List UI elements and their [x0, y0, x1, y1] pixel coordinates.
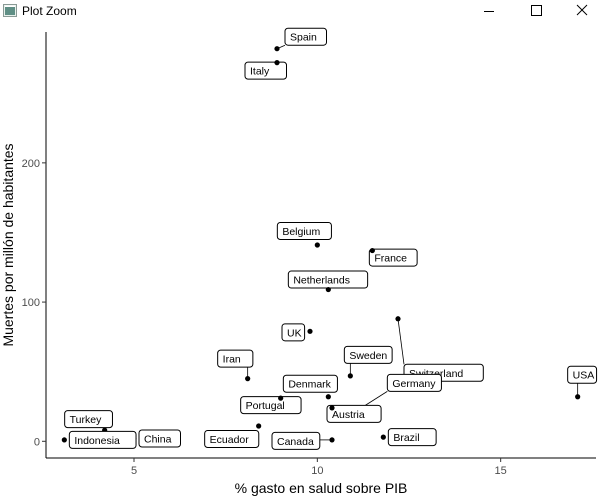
data-point-canada [329, 437, 335, 443]
data-point-austria [329, 405, 335, 411]
label-box-austria [326, 404, 382, 423]
data-point-denmark [325, 394, 331, 400]
label-box-denmark [282, 374, 338, 393]
data-point-portugal [278, 395, 284, 401]
label-box-belgium [276, 222, 332, 240]
label-box-france [368, 248, 418, 267]
point-label-france: France [374, 253, 407, 265]
point-label-spain: Spain [290, 32, 317, 44]
point-label-belgium: Belgium [282, 226, 320, 238]
x-tick-label: 15 [495, 465, 507, 477]
point-label-portugal: Portugal [246, 400, 285, 412]
point-label-austria: Austria [332, 409, 365, 421]
label-box-china [138, 429, 181, 448]
label-box-turkey [64, 410, 113, 429]
data-point-ecuador [256, 423, 262, 429]
point-label-canada: Canada [277, 436, 314, 448]
data-point-switzerland [395, 316, 401, 322]
label-box-sweden [343, 345, 393, 364]
point-label-germany: Germany [392, 378, 436, 390]
x-axis-title: % gasto en salud sobre PIB [235, 480, 408, 496]
point-label-uk: UK [287, 327, 302, 339]
point-label-china: China [144, 434, 172, 446]
label-box-ecuador [204, 429, 260, 448]
title-bar: Plot Zoom [0, 0, 601, 23]
data-point-italy [274, 60, 280, 66]
label-box-germany [386, 373, 442, 392]
data-point-sweden [347, 373, 353, 379]
y-axis-title: Muertes por millón de habitantes [0, 143, 16, 346]
point-label-denmark: Denmark [288, 379, 331, 391]
close-icon [576, 4, 588, 16]
data-point-brazil [380, 434, 386, 440]
y-tick-label: 200 [22, 158, 40, 170]
data-point-belgium [314, 242, 320, 248]
data-point-indonesia [61, 437, 67, 443]
minimize-button[interactable] [467, 0, 511, 22]
point-label-brazil: Brazil [393, 432, 419, 444]
label-box-indonesia [68, 430, 137, 449]
label-box-canada [271, 431, 321, 450]
label-box-italy [244, 61, 287, 80]
data-point-spain [274, 46, 280, 52]
label-box-iran [217, 349, 254, 368]
point-label-indonesia: Indonesia [74, 435, 120, 447]
label-box-usa [567, 365, 598, 384]
point-label-netherlands: Netherlands [293, 275, 350, 287]
data-point-usa [575, 394, 581, 400]
label-box-portugal [240, 396, 302, 415]
x-tick-label: 10 [311, 465, 323, 477]
label-box-spain [284, 27, 327, 46]
point-label-iran: Iran [223, 354, 241, 366]
point-label-usa: USA [573, 370, 595, 382]
data-point-netherlands [325, 286, 331, 293]
app-icon [3, 4, 17, 17]
point-label-sweden: Sweden [349, 350, 387, 362]
label-box-uk [281, 323, 306, 342]
window-title: Plot Zoom [22, 4, 77, 18]
y-tick-label: 0 [34, 436, 40, 448]
data-point-uk [307, 328, 313, 334]
point-label-turkey: Turkey [70, 414, 102, 426]
maximize-icon [531, 5, 542, 16]
point-label-italy: Italy [250, 66, 270, 78]
point-label-ecuador: Ecuador [210, 434, 250, 446]
y-tick-label: 100 [22, 297, 40, 309]
close-button[interactable] [559, 0, 601, 22]
data-point-iran [245, 376, 251, 382]
maximize-button[interactable] [513, 0, 557, 22]
x-tick-label: 5 [131, 465, 137, 477]
leader-line-switzerland [397, 318, 405, 365]
data-point-france [369, 247, 375, 254]
minimize-icon [484, 11, 494, 12]
label-box-brazil [387, 428, 437, 447]
